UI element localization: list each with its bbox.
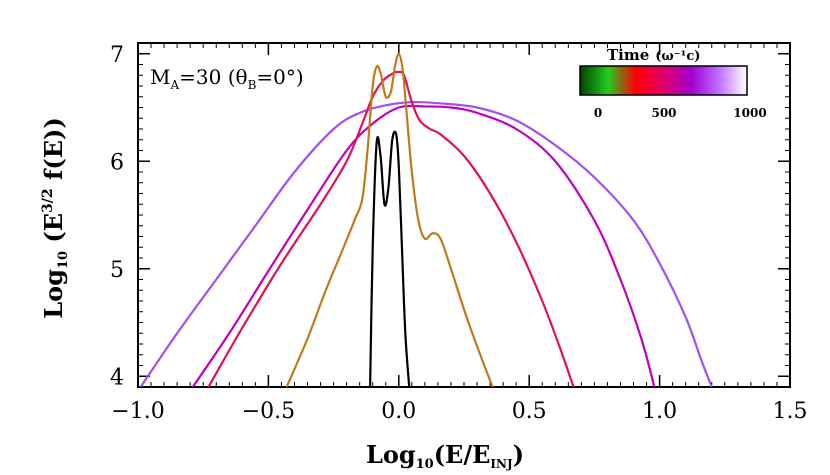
y-tick-label: 7 <box>110 43 124 68</box>
colorbar-ticks: 0 500 1000 <box>594 106 767 120</box>
y-axis-ticks: 4 5 6 7 <box>110 43 790 390</box>
series-line-t-250 <box>285 52 494 387</box>
series-line-t-0 <box>369 130 411 387</box>
colorbar: Time (ω⁻¹c) 0 500 1000 <box>579 46 767 120</box>
series-line-t-400 <box>207 70 575 387</box>
x-tick-label: −0.5 <box>242 399 295 424</box>
colorbar-bar <box>579 65 748 96</box>
y-tick-label: 6 <box>110 150 124 175</box>
x-tick-label: 1.5 <box>773 399 808 424</box>
x-tick-label: −1.0 <box>111 399 164 424</box>
colorbar-tick-label: 0 <box>594 106 602 120</box>
colorbar-tick-label: 500 <box>651 106 676 120</box>
x-tick-label: 0.0 <box>381 399 416 424</box>
colorbar-tick-label: 1000 <box>733 106 766 120</box>
y-tick-label: 4 <box>110 365 124 390</box>
y-axis-title: Log10 (E3/2 f(E)) <box>39 117 71 318</box>
colorbar-title: Time (ω⁻¹c) <box>607 46 700 64</box>
series-line-t-900 <box>139 100 713 387</box>
annotation-label: MA=30 (θB=0°) <box>150 65 304 92</box>
x-tick-label: 1.0 <box>642 399 677 424</box>
x-axis-title: Log10(E/EINJ) <box>366 440 524 472</box>
x-tick-label: 0.5 <box>512 399 547 424</box>
series-line-t-650 <box>191 104 656 387</box>
x-axis-ticks: −1.0 −0.5 0.0 0.5 1.0 1.5 <box>111 43 808 424</box>
y-tick-label: 5 <box>110 258 124 283</box>
series-layer <box>139 52 713 387</box>
